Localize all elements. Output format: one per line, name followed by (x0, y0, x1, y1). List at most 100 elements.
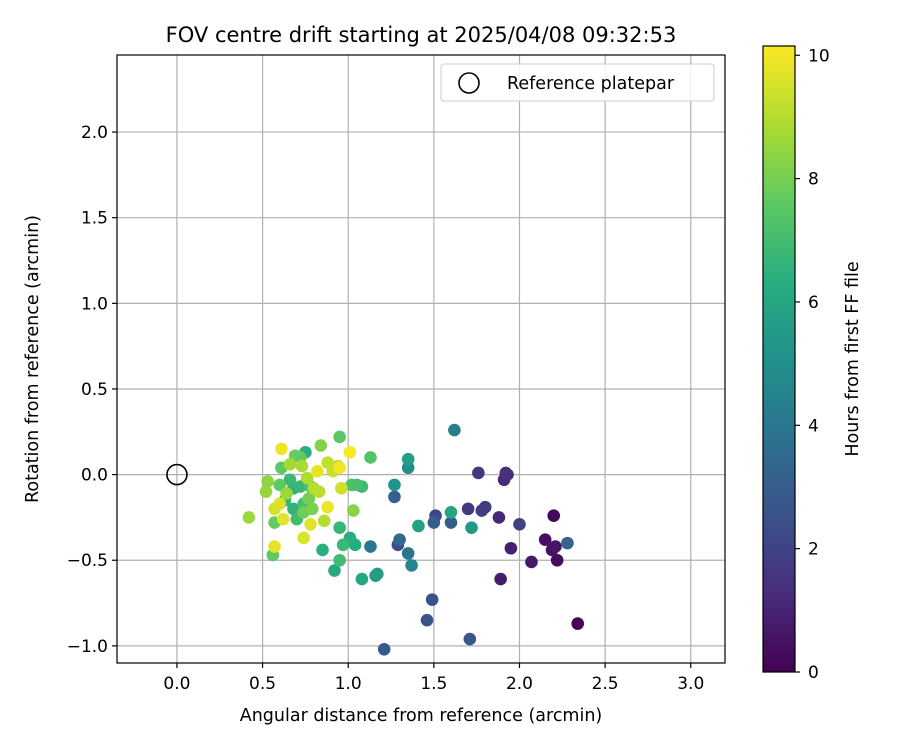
x-tick-label: 0.5 (249, 674, 276, 694)
scatter-point (463, 632, 477, 646)
scatter-point (465, 521, 478, 534)
colorbar-label: Hours from first FF file (843, 261, 863, 456)
scatter-point (571, 617, 585, 630)
colorbar-tick-label: 4 (808, 416, 819, 436)
scatter-point (549, 540, 562, 553)
x-tick-label: 2.5 (592, 674, 619, 694)
scatter-point (538, 533, 552, 546)
scatter-point (333, 461, 346, 475)
colorbar-gradient (763, 46, 795, 672)
scatter-point (420, 613, 434, 627)
x-tick-label: 3.0 (677, 674, 704, 694)
scatter-point (513, 517, 526, 531)
scatter-point (295, 459, 309, 473)
scatter-point (494, 572, 507, 586)
scatter-point (461, 502, 475, 516)
scatter-point (280, 487, 293, 500)
y-tick-label: 1.5 (81, 209, 108, 229)
scatter-point (343, 446, 357, 459)
legend-label: Reference platepar (507, 74, 675, 94)
scatter-point (242, 511, 256, 524)
scatter-point (347, 504, 360, 517)
scatter-point (355, 572, 369, 586)
scatter-point (273, 497, 287, 511)
scatter-point (304, 517, 317, 531)
scatter-point (321, 500, 334, 514)
scatter-point (364, 540, 377, 553)
x-axis-ticks: 0.0 0.5 1.0 1.5 2.0 2.5 3.0 (163, 663, 704, 694)
scatter-point (427, 516, 441, 529)
scatter-point (300, 471, 314, 485)
scatter-point (377, 642, 391, 656)
colorbar: 0 2 4 6 8 10 Hours from first FF file (762, 45, 863, 683)
scatter-point (336, 538, 350, 552)
reference-platepar-marker (166, 463, 188, 486)
scatter-point (388, 478, 401, 492)
scatter-point (317, 514, 331, 528)
y-axis-ticks: −1.0 −0.5 0.0 0.5 1.0 1.5 2.0 (67, 123, 117, 657)
colorbar-tick-label: 0 (808, 663, 819, 683)
scatter-point (472, 466, 485, 480)
scatter-point (276, 512, 290, 526)
scatter-point (333, 430, 346, 444)
colorbar-tick-label: 2 (808, 540, 819, 560)
scatter-point (305, 502, 319, 516)
scatter-point (405, 559, 418, 572)
y-tick-label: −0.5 (67, 551, 108, 571)
scatter-point (311, 464, 324, 478)
scatter-point (444, 516, 458, 529)
scatter-point (283, 473, 297, 487)
x-tick-label: 0.0 (163, 674, 190, 694)
scatter-point (401, 452, 415, 466)
colorbar-frame (762, 45, 796, 673)
x-axis-label: Angular distance from reference (arcmin) (240, 706, 603, 726)
y-tick-label: 2.0 (81, 123, 108, 143)
scatter-point (547, 509, 561, 523)
scatter-point (499, 466, 513, 480)
y-tick-label: 1.0 (81, 294, 108, 314)
legend-box (440, 63, 715, 102)
scatter-point (444, 505, 458, 519)
scatter-point (333, 553, 346, 567)
scatter-point (492, 511, 506, 524)
plot-frame (116, 54, 726, 664)
scatter-point (302, 492, 316, 505)
scatter-point (312, 485, 326, 499)
scatter-point (297, 531, 310, 545)
scatter-point (287, 502, 300, 516)
scatter-point (371, 567, 384, 581)
scatter-point (268, 540, 281, 553)
scatter-point (275, 442, 288, 456)
scatter-point (504, 541, 518, 555)
scatter-point (350, 478, 364, 492)
scatter-point (316, 543, 329, 557)
chart-title: FOV centre drift starting at 2025/04/08 … (166, 23, 677, 47)
y-tick-label: −1.0 (67, 637, 108, 657)
scatter-point (475, 504, 489, 517)
colorbar-tick-label: 8 (808, 170, 819, 190)
scatter-point (273, 478, 287, 492)
scatter-point (261, 475, 275, 488)
scatter-point (293, 480, 307, 493)
x-tick-label: 1.0 (335, 674, 362, 694)
scatter-point (333, 521, 346, 534)
scatter-point (401, 547, 415, 560)
colorbar-tick-label: 10 (808, 46, 830, 66)
colorbar-ticks: 0 2 4 6 8 10 (795, 46, 830, 683)
legend-reference-icon (458, 72, 480, 94)
x-tick-label: 1.5 (420, 674, 447, 694)
y-axis-label: Rotation from reference (arcmin) (23, 215, 43, 503)
scatter-point (550, 553, 564, 567)
scatter-point (388, 490, 401, 504)
scatter-point (364, 451, 377, 464)
scatter-point (425, 593, 439, 606)
scatter-point (259, 485, 273, 499)
y-tick-label: 0.5 (81, 380, 108, 400)
scatter-point (561, 536, 574, 550)
scatter-point (448, 423, 461, 437)
scatter-point (314, 439, 328, 452)
scatter-points (242, 423, 585, 656)
grid (117, 55, 725, 663)
legend: Reference platepar (440, 63, 715, 102)
